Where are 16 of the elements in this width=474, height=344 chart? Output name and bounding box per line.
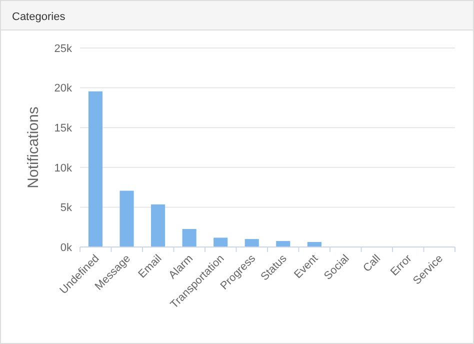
bar <box>244 239 259 247</box>
bar <box>120 190 134 247</box>
y-tick-label: 5k <box>60 202 72 214</box>
bar <box>150 204 166 247</box>
y-tick-label: 20k <box>54 82 72 95</box>
bar <box>214 238 228 247</box>
y-tick-label: 10k <box>54 162 72 174</box>
bar <box>276 241 290 247</box>
y-tick-label: 25k <box>54 42 72 55</box>
x-tick-label: Call <box>361 252 383 275</box>
bar <box>88 91 103 247</box>
y-axis-title: Notifications <box>25 106 42 188</box>
y-tick-label: 15k <box>54 122 72 134</box>
bar <box>182 229 196 247</box>
y-tick-label: 0k <box>60 242 72 254</box>
chart-title: Categories <box>12 11 66 23</box>
